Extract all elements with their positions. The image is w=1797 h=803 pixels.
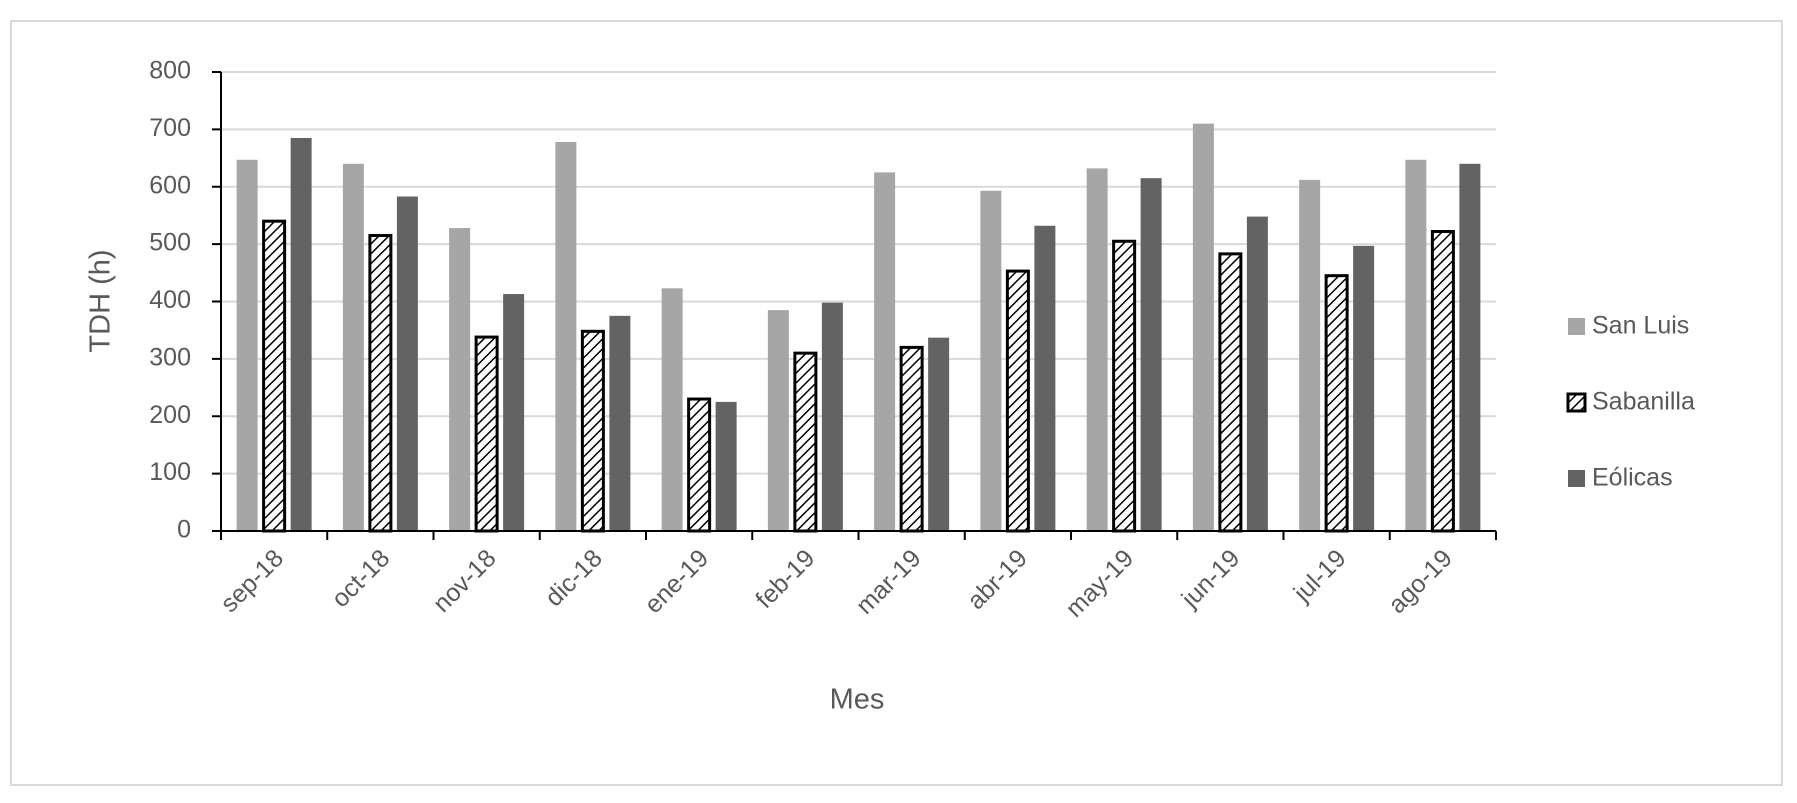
bar xyxy=(262,219,287,533)
bar xyxy=(503,294,525,531)
bar xyxy=(609,315,631,531)
bar xyxy=(1112,239,1137,533)
bar xyxy=(396,196,418,531)
bar xyxy=(1034,225,1056,531)
bar xyxy=(1140,178,1162,532)
bar xyxy=(342,163,364,532)
bar xyxy=(1299,179,1321,532)
y-tick-label: 600 xyxy=(149,171,191,199)
y-tick-label: 500 xyxy=(149,229,191,257)
bar xyxy=(874,172,896,531)
legend-label: San Luis xyxy=(1592,312,1689,340)
bar xyxy=(1005,269,1030,533)
legend-swatch xyxy=(1568,318,1585,335)
bar xyxy=(793,351,818,533)
bar xyxy=(980,190,1002,532)
bar xyxy=(767,310,789,531)
bar xyxy=(928,337,950,531)
bar xyxy=(555,141,577,531)
y-tick-label: 300 xyxy=(149,343,191,371)
bar xyxy=(821,302,843,531)
legend-swatch xyxy=(1568,470,1585,487)
bar xyxy=(687,397,712,533)
bar xyxy=(899,345,924,533)
bar xyxy=(1218,252,1243,533)
y-tick-label: 400 xyxy=(149,286,191,314)
bar xyxy=(1459,163,1481,532)
bar xyxy=(368,234,393,533)
bar xyxy=(715,401,737,531)
bar xyxy=(236,159,258,531)
legend-label: Sabanilla xyxy=(1592,388,1695,416)
bar xyxy=(449,228,471,531)
y-tick-label: 700 xyxy=(149,114,191,142)
bar xyxy=(1324,274,1349,533)
bar xyxy=(290,137,312,531)
y-axis-title: TDH (h) xyxy=(85,249,117,352)
bar xyxy=(580,329,605,533)
bar xyxy=(1430,230,1455,533)
bar xyxy=(661,288,683,531)
x-axis-title: Mes xyxy=(830,684,885,716)
bar xyxy=(474,335,499,533)
legend-swatch xyxy=(1566,392,1587,413)
bar xyxy=(1192,123,1214,531)
legend-label: Eólicas xyxy=(1592,464,1673,492)
bar xyxy=(1405,159,1427,531)
y-tick-label: 800 xyxy=(149,57,191,85)
y-tick-label: 100 xyxy=(149,458,191,486)
y-tick-label: 0 xyxy=(177,516,191,544)
y-tick-label: 200 xyxy=(149,401,191,429)
bar xyxy=(1353,245,1375,531)
bar xyxy=(1086,168,1108,531)
bar xyxy=(1246,216,1268,531)
